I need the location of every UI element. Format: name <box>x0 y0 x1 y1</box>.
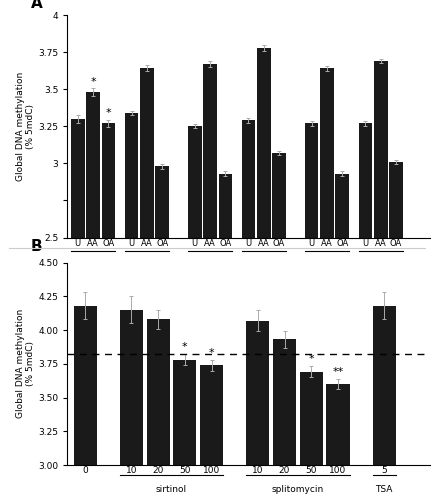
Text: *: * <box>309 354 314 364</box>
Bar <box>86 92 100 238</box>
Text: *: * <box>90 77 96 87</box>
Bar <box>373 306 396 465</box>
Bar <box>173 360 196 465</box>
Text: splitomycin: splitomycin <box>272 486 324 494</box>
Bar <box>125 113 138 238</box>
Bar <box>147 319 170 465</box>
Text: SIRT6: SIRT6 <box>340 284 368 294</box>
Bar <box>358 124 372 238</box>
Bar <box>203 64 217 238</box>
Text: *: * <box>209 348 214 358</box>
Text: WT: WT <box>140 264 154 273</box>
Bar <box>305 124 319 238</box>
Text: null: null <box>319 264 335 273</box>
Bar <box>102 124 115 238</box>
Bar <box>188 126 201 238</box>
Text: **: ** <box>332 366 344 376</box>
Text: SIRT2: SIRT2 <box>223 284 250 294</box>
Text: WT: WT <box>256 264 271 273</box>
Text: WT: WT <box>374 264 388 273</box>
Bar <box>326 384 349 465</box>
Text: *: * <box>182 342 187 352</box>
Y-axis label: Global DNA methylation
(% 5mdC): Global DNA methylation (% 5mdC) <box>16 72 35 181</box>
Bar <box>219 174 232 238</box>
Text: TSA: TSA <box>375 486 393 494</box>
Bar <box>155 166 169 238</box>
Bar <box>374 61 388 238</box>
Bar <box>242 120 255 238</box>
Bar <box>257 48 271 238</box>
Text: sirtinol: sirtinol <box>156 486 187 494</box>
Text: null: null <box>85 264 102 273</box>
Text: null: null <box>202 264 218 273</box>
Bar <box>120 310 143 465</box>
Bar <box>73 306 97 465</box>
Bar <box>200 365 223 465</box>
Text: *: * <box>105 108 111 118</box>
Text: SIRT1: SIRT1 <box>106 284 134 294</box>
Bar <box>335 174 349 238</box>
Bar <box>246 320 270 465</box>
Bar <box>272 153 286 238</box>
Bar <box>389 162 403 238</box>
Bar <box>299 372 323 465</box>
Y-axis label: Global DNA methylation
(% 5mdC): Global DNA methylation (% 5mdC) <box>16 309 35 418</box>
Bar <box>273 340 296 465</box>
Text: B: B <box>31 240 43 254</box>
Bar <box>140 68 154 237</box>
Bar <box>71 119 85 238</box>
Bar <box>320 68 334 237</box>
Text: A: A <box>31 0 43 10</box>
